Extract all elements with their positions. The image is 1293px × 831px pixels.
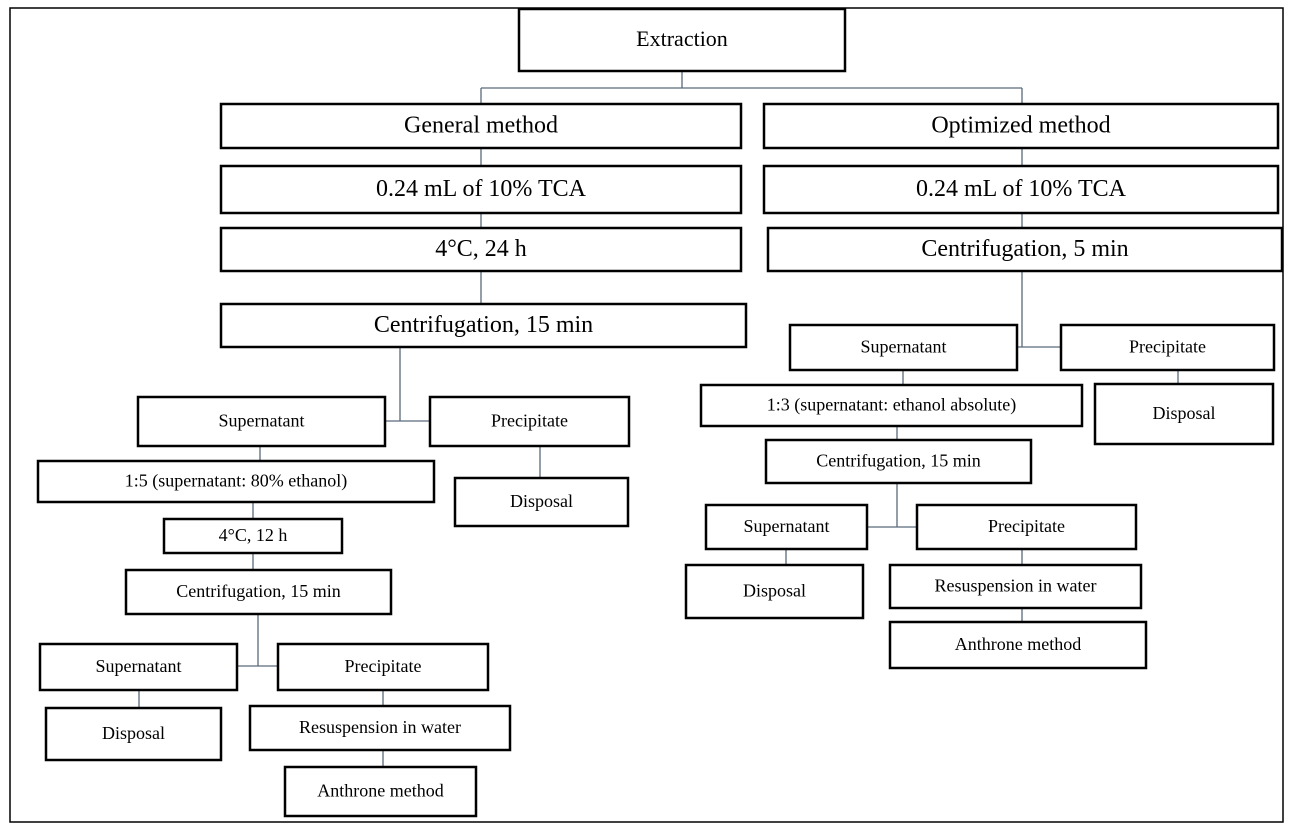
node-label: Supernatant xyxy=(861,337,947,357)
connectors xyxy=(138,71,1179,767)
node-label: Anthrone method xyxy=(955,634,1081,654)
node-box xyxy=(276,642,490,692)
node-label: Supernatant xyxy=(96,656,182,676)
node-box xyxy=(162,517,344,555)
node-box xyxy=(219,164,743,215)
node-label: Supernatant xyxy=(744,516,830,536)
node-box xyxy=(219,302,748,349)
node-box xyxy=(36,459,436,504)
node-label: 0.24 mL of 10% TCA xyxy=(376,176,587,202)
node-box xyxy=(762,102,1280,150)
node-label: 0.24 mL of 10% TCA xyxy=(916,176,1127,202)
node-box xyxy=(888,620,1148,670)
node-label: Disposal xyxy=(510,491,573,511)
node-box xyxy=(38,642,239,692)
node-box xyxy=(1059,323,1276,372)
node-box xyxy=(764,438,1033,485)
node-label: Disposal xyxy=(743,581,806,601)
node-label: Precipitate xyxy=(988,516,1065,536)
node-box xyxy=(453,476,630,528)
node-box xyxy=(704,503,869,551)
node-box xyxy=(428,395,631,448)
node-label: Centrifugation, 15 min xyxy=(374,312,593,338)
node-box xyxy=(762,164,1280,215)
node-label: 1:5 (supernatant: 80% ethanol) xyxy=(125,471,347,492)
node-box xyxy=(766,226,1284,273)
node-label: Resuspension in water xyxy=(299,717,461,737)
node-box xyxy=(219,102,743,150)
node-label: Anthrone method xyxy=(317,781,443,801)
node-box xyxy=(44,706,223,762)
node-box xyxy=(684,563,865,620)
node-box xyxy=(283,765,478,818)
node-box xyxy=(1093,382,1275,446)
node-box xyxy=(124,568,393,616)
node-box xyxy=(219,226,743,273)
node-label: General method xyxy=(404,113,558,139)
node-label: 4°C, 24 h xyxy=(435,236,527,262)
node-label: 4°C, 12 h xyxy=(219,525,288,545)
node-box xyxy=(915,503,1138,551)
node-label: Disposal xyxy=(102,723,165,743)
node-label: Disposal xyxy=(1153,403,1216,423)
node-label: Precipitate xyxy=(345,656,422,676)
node-label: 1:3 (supernatant: ethanol absolute) xyxy=(767,395,1016,416)
node-box xyxy=(699,383,1084,428)
node-label: Precipitate xyxy=(491,411,568,431)
node-label: Supernatant xyxy=(219,411,305,431)
node-label: Centrifugation, 15 min xyxy=(176,581,340,601)
node-box xyxy=(136,395,387,448)
node-label: Precipitate xyxy=(1129,337,1206,357)
node-label: Optimized method xyxy=(931,113,1110,139)
node-label: Centrifugation, 15 min xyxy=(816,451,980,471)
node-box xyxy=(248,704,512,752)
node-label: Centrifugation, 5 min xyxy=(921,236,1128,262)
node-label: Resuspension in water xyxy=(935,576,1097,596)
node-label: Extraction xyxy=(636,26,728,51)
node-box xyxy=(517,7,847,73)
node-box xyxy=(888,563,1143,610)
node-box xyxy=(788,323,1019,372)
